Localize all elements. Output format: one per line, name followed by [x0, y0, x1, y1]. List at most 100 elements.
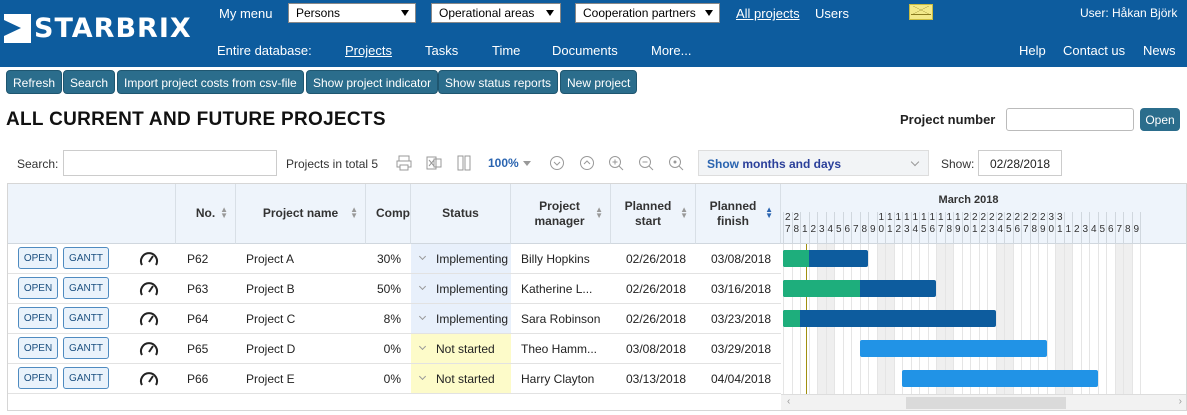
header-project-manager[interactable]: Project manager ▲ ▼ — [511, 184, 611, 244]
nav-documents[interactable]: Documents — [552, 43, 618, 58]
news-link[interactable]: News — [1143, 43, 1176, 58]
top-navigation-bar: STARBRIX My menu Persons Operational are… — [0, 0, 1187, 67]
gantt-month-label: March 2018 — [938, 194, 999, 206]
zoom-fit-icon[interactable] — [667, 154, 685, 172]
show-mode-dropdown[interactable]: Show months and days — [698, 150, 929, 176]
persons-dropdown-label: Persons — [296, 6, 341, 20]
header-status[interactable]: Status — [411, 184, 511, 244]
scrollbar-thumb[interactable] — [906, 397, 1066, 409]
gantt-bar[interactable] — [783, 280, 936, 297]
export-excel-icon[interactable] — [425, 154, 443, 172]
cooperation-partners-dropdown[interactable]: Cooperation partners — [575, 3, 720, 23]
gantt-grid-line — [1123, 244, 1124, 394]
collapse-icon[interactable] — [548, 154, 566, 172]
nav-time[interactable]: Time — [492, 43, 521, 58]
gantt-bar[interactable] — [902, 370, 1098, 387]
status-cell[interactable]: Implementing — [411, 304, 511, 333]
speedometer-icon[interactable] — [139, 370, 159, 388]
gantt-grid-line — [1106, 244, 1107, 394]
nav-projects[interactable]: Projects — [345, 43, 392, 58]
project-name[interactable]: Project B — [246, 282, 295, 296]
project-name[interactable]: Project A — [246, 252, 295, 266]
header-completion[interactable]: Comp — [366, 184, 411, 244]
show-status-reports-button[interactable]: Show status reports — [438, 70, 559, 94]
search-button[interactable]: Search — [63, 70, 116, 94]
my-menu-label: My menu — [219, 6, 273, 21]
planned-start: 02/26/2018 — [626, 282, 687, 296]
open-row-button[interactable]: OPEN — [18, 277, 58, 299]
chevron-down-icon — [418, 342, 427, 351]
open-project-button[interactable]: Open — [1140, 108, 1180, 131]
speedometer-icon[interactable] — [139, 310, 159, 328]
show-project-indicator-button[interactable]: Show project indicator — [306, 70, 439, 94]
status-cell[interactable]: Implementing — [411, 274, 511, 303]
scroll-right-icon[interactable]: › — [1178, 396, 1182, 407]
contact-us-link[interactable]: Contact us — [1063, 43, 1126, 58]
new-project-button[interactable]: New project — [560, 70, 638, 94]
open-row-button[interactable]: OPEN — [18, 247, 58, 269]
header-planned-start[interactable]: Planned start ▲ ▼ — [611, 184, 696, 244]
open-row-button[interactable]: OPEN — [18, 307, 58, 329]
gantt-bar[interactable] — [859, 340, 1047, 357]
gantt-row-button[interactable]: GANTT — [63, 307, 109, 329]
gantt-row-button[interactable]: GANTT — [63, 247, 109, 269]
table-row[interactable]: OPEN GANTT P65 Project D 0% Not started Theo H… — [8, 334, 781, 364]
all-projects-link[interactable]: All projects — [736, 6, 800, 21]
status-value: Implementing — [436, 312, 509, 326]
status-cell[interactable]: Not started — [411, 364, 511, 393]
open-row-button[interactable]: OPEN — [18, 367, 58, 389]
zoom-out-icon[interactable] — [637, 154, 655, 172]
completion-percent: 8% — [383, 312, 401, 326]
gantt-bar[interactable] — [783, 250, 868, 267]
nav-tasks[interactable]: Tasks — [425, 43, 459, 58]
project-name[interactable]: Project D — [246, 342, 296, 356]
header-planned-finish[interactable]: Planned finish ▲ ▼ — [696, 184, 781, 244]
table-row[interactable]: OPEN GANTT P66 Project E 0% Not started Harry … — [8, 364, 781, 394]
gantt-day-label: 8 — [859, 212, 869, 244]
nav-more[interactable]: More... — [651, 43, 692, 58]
gantt-horizontal-scrollbar[interactable]: ‹ › — [781, 394, 1186, 410]
speedometer-icon[interactable] — [139, 280, 159, 298]
starbrix-logo[interactable]: STARBRIX — [4, 14, 192, 43]
gantt-row-button[interactable]: GANTT — [63, 277, 109, 299]
project-name[interactable]: Project C — [246, 312, 296, 326]
mail-icon[interactable] — [909, 4, 933, 20]
persons-dropdown[interactable]: Persons — [288, 3, 416, 23]
search-input[interactable] — [63, 150, 277, 176]
scroll-left-icon[interactable]: ‹ — [787, 396, 791, 407]
header-no[interactable]: No. ▲ ▼ — [176, 184, 236, 244]
zoom-in-icon[interactable] — [607, 154, 625, 172]
header-project-name[interactable]: Project name ▲ ▼ — [236, 184, 366, 244]
status-cell[interactable]: Implementing — [411, 244, 511, 273]
gantt-bar[interactable] — [783, 310, 996, 327]
open-row-button[interactable]: OPEN — [18, 337, 58, 359]
operational-areas-dropdown[interactable]: Operational areas — [431, 3, 561, 23]
print-icon[interactable] — [395, 154, 413, 172]
table-row[interactable]: OPEN GANTT P63 Project B 50% Implementing Kath… — [8, 274, 781, 304]
gantt-row-button[interactable]: GANTT — [63, 367, 109, 389]
help-link[interactable]: Help — [1019, 43, 1046, 58]
projects-grid: No. ▲ ▼ Project name ▲ ▼ Comp Status Project… — [7, 183, 1187, 411]
expand-icon[interactable] — [578, 154, 596, 172]
table-row[interactable]: OPEN GANTT P64 Project C 8% Implementing Sara … — [8, 304, 781, 334]
import-costs-button[interactable]: Import project costs from csv-file — [117, 70, 304, 94]
project-number-input[interactable] — [1006, 108, 1134, 131]
show-date-input[interactable]: 02/28/2018 — [978, 150, 1062, 176]
status-cell[interactable]: Not started — [411, 334, 511, 363]
speedometer-icon[interactable] — [139, 340, 159, 358]
project-name[interactable]: Project E — [246, 372, 295, 386]
gantt-day-label: 2 — [808, 212, 818, 244]
gantt-row-button[interactable]: GANTT — [63, 337, 109, 359]
columns-icon[interactable] — [455, 154, 473, 172]
users-link[interactable]: Users — [815, 6, 849, 21]
table-row[interactable]: OPEN GANTT P62 Project A 30% Implementing Bill… — [8, 244, 781, 274]
gantt-bar-progress — [783, 280, 860, 297]
speedometer-icon[interactable] — [139, 250, 159, 268]
zoom-dropdown[interactable]: 100% — [488, 156, 531, 170]
refresh-button[interactable]: Refresh — [6, 70, 63, 94]
